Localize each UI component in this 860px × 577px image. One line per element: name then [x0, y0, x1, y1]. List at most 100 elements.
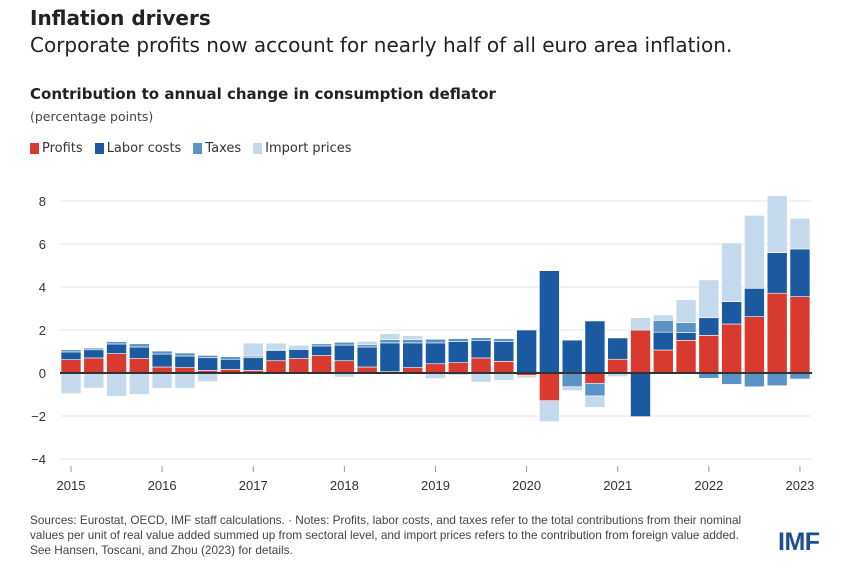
- bar-taxes: [402, 339, 424, 344]
- bar-labor-costs: [60, 351, 82, 360]
- bar-profits: [447, 362, 469, 374]
- bar-profits: [675, 340, 697, 374]
- bar-import-prices: [584, 395, 606, 408]
- bar-labor-costs: [698, 317, 720, 336]
- bar-labor-costs: [425, 342, 446, 365]
- bar-taxes: [356, 344, 378, 348]
- bar-import-prices: [83, 372, 105, 389]
- bar-labor-costs: [539, 270, 560, 374]
- bar-labor-costs: [789, 248, 811, 297]
- bar-labor-costs: [493, 341, 515, 362]
- x-tick-label: 2019: [421, 478, 450, 493]
- bar-labor-costs: [766, 252, 788, 294]
- legend-swatch: [193, 143, 203, 154]
- bar-labor-costs: [607, 337, 629, 360]
- bar-import-prices: [789, 218, 811, 250]
- bar-taxes: [447, 338, 469, 342]
- bar-import-prices: [356, 341, 378, 345]
- bar-taxes: [561, 372, 583, 388]
- bar-import-prices: [174, 372, 196, 389]
- y-tick-label: −4: [31, 452, 46, 467]
- bar-profits: [288, 358, 310, 374]
- imf-logo: IMF: [778, 528, 820, 556]
- bar-import-prices: [106, 372, 127, 397]
- bar-import-prices: [379, 333, 401, 340]
- bar-taxes: [106, 341, 127, 345]
- bar-labor-costs: [379, 342, 401, 373]
- bar-taxes: [766, 372, 788, 386]
- bar-labor-costs: [470, 340, 492, 359]
- chart-unit: (percentage points): [30, 109, 154, 124]
- bar-import-prices: [493, 372, 515, 381]
- bar-profits: [470, 357, 492, 374]
- bar-profits: [652, 349, 674, 374]
- legend-label: Labor costs: [106, 141, 182, 156]
- bar-import-prices: [630, 317, 651, 331]
- bar-labor-costs: [265, 350, 287, 362]
- bar-labor-costs: [652, 331, 674, 351]
- bar-taxes: [744, 372, 765, 388]
- x-tick-label: 2022: [694, 478, 723, 493]
- bar-labor-costs: [174, 355, 196, 368]
- bar-import-prices: [766, 195, 788, 253]
- bar-profits: [744, 316, 765, 374]
- bar-profits: [106, 353, 127, 374]
- legend-item-taxes: Taxes: [193, 141, 241, 156]
- x-tick-label: 2021: [603, 478, 632, 493]
- y-tick-label: 4: [39, 280, 46, 295]
- bar-profits: [698, 335, 720, 374]
- bar-taxes: [425, 338, 446, 344]
- x-tick-label: 2018: [330, 478, 359, 493]
- bar-profits: [265, 360, 287, 374]
- bar-labor-costs: [630, 372, 651, 417]
- bar-labor-costs: [288, 349, 310, 359]
- bar-import-prices: [242, 342, 264, 357]
- bar-import-prices: [698, 279, 720, 319]
- bar-taxes: [675, 322, 697, 333]
- legend-label: Profits: [42, 141, 83, 156]
- bar-labor-costs: [447, 341, 469, 363]
- bar-taxes: [721, 372, 742, 385]
- legend-item-import-prices: Import prices: [253, 141, 352, 156]
- bar-import-prices: [151, 372, 173, 389]
- bar-import-prices: [197, 372, 218, 382]
- bar-taxes: [129, 343, 150, 348]
- bar-import-prices: [470, 372, 492, 383]
- legend-swatch: [30, 143, 39, 154]
- bar-labor-costs: [402, 342, 424, 368]
- bar-taxes: [584, 383, 606, 397]
- bar-taxes: [379, 339, 401, 344]
- y-tick-label: 0: [39, 366, 46, 381]
- chart-title: Contribution to annual change in consump…: [30, 85, 496, 103]
- footer-notes: Sources: Eurostat, OECD, IMF staff calcu…: [30, 513, 742, 557]
- bar-import-prices: [288, 344, 310, 349]
- bar-labor-costs: [561, 339, 583, 374]
- bar-labor-costs: [311, 345, 332, 356]
- bar-profits: [129, 358, 150, 374]
- bar-labor-costs: [334, 344, 355, 362]
- bar-profits: [607, 358, 629, 374]
- bar-profits: [334, 360, 355, 374]
- bar-import-prices: [60, 372, 82, 394]
- page-title: Inflation drivers: [30, 6, 211, 30]
- bar-taxes: [197, 355, 218, 359]
- bar-taxes: [60, 349, 82, 353]
- bar-taxes: [83, 347, 105, 351]
- bar-import-prices: [516, 375, 537, 379]
- bar-profits: [539, 372, 560, 402]
- bar-labor-costs: [106, 343, 127, 354]
- y-tick-label: 6: [39, 237, 46, 252]
- x-tick-label: 2015: [57, 478, 86, 493]
- bar-taxes: [311, 343, 332, 347]
- bar-taxes: [151, 350, 173, 355]
- x-tick-label: 2023: [785, 478, 814, 493]
- legend-item-profits: Profits: [30, 141, 83, 156]
- bar-labor-costs: [675, 332, 697, 341]
- bar-labor-costs: [151, 353, 173, 368]
- bar-profits: [60, 359, 82, 374]
- bar-taxes: [220, 356, 241, 360]
- legend-label: Taxes: [205, 141, 242, 156]
- bar-profits: [789, 296, 811, 374]
- bar-import-prices: [652, 314, 674, 321]
